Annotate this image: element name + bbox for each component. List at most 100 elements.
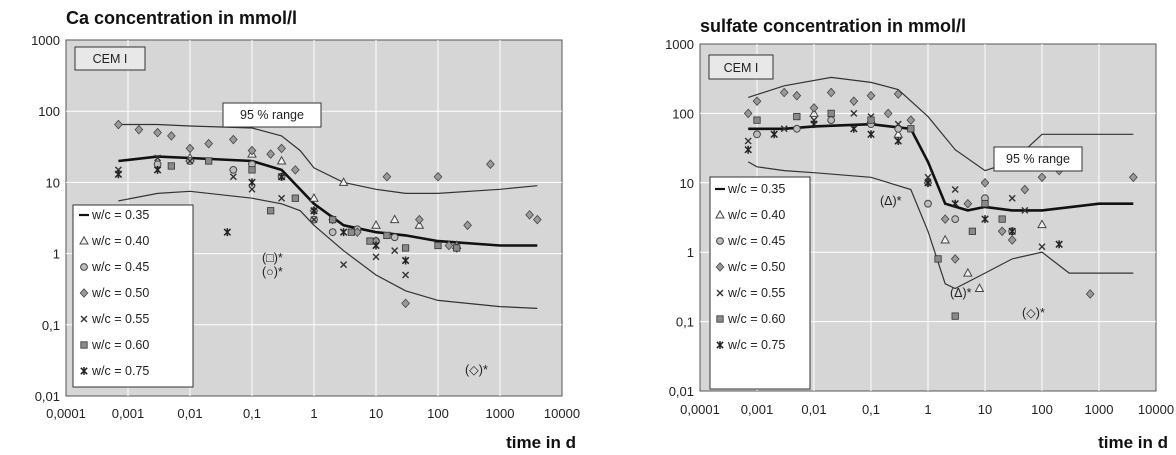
data-point bbox=[310, 206, 318, 215]
data-point bbox=[894, 124, 903, 133]
data-point bbox=[744, 137, 752, 145]
range-band bbox=[118, 123, 538, 309]
data-point bbox=[752, 96, 762, 106]
data-point bbox=[770, 130, 778, 139]
data-point bbox=[229, 165, 238, 174]
y-tick-labels: 0,01 0,1 1 10 100 1000 bbox=[665, 37, 694, 399]
data-point bbox=[894, 137, 902, 146]
y-tick-label: 100 bbox=[38, 104, 60, 119]
annotation-triangle-2: (Δ)* bbox=[950, 286, 972, 300]
x-tick-label: 1 bbox=[924, 402, 931, 417]
data-point bbox=[248, 166, 256, 174]
data-point bbox=[850, 124, 858, 133]
x-tick-label: 0,1 bbox=[243, 406, 261, 421]
annotation-circle: (○)* bbox=[262, 265, 283, 279]
legend-marker bbox=[715, 209, 725, 219]
x-tick-label: 0,01 bbox=[177, 406, 202, 421]
y-tick-labels: 0,01 0,1 1 10 100 1000 bbox=[31, 33, 60, 404]
data-point bbox=[980, 178, 990, 188]
y-tick-label: 0,01 bbox=[35, 389, 60, 404]
x-tick-label: 100 bbox=[1031, 402, 1053, 417]
data-point bbox=[154, 154, 162, 162]
chart-title: Ca concentration in mmol/l bbox=[66, 8, 297, 28]
series-layer bbox=[114, 119, 542, 309]
data-point bbox=[223, 228, 232, 237]
y-tick-label: 0,01 bbox=[669, 384, 694, 399]
legend-label: w/c = 0.50 bbox=[727, 260, 785, 274]
data-point bbox=[401, 256, 410, 265]
data-point bbox=[277, 143, 286, 154]
data-point bbox=[338, 177, 349, 186]
x-tick-label: 10000 bbox=[544, 406, 580, 421]
x-tick-label: 10 bbox=[978, 402, 992, 417]
data-point bbox=[372, 253, 380, 261]
data-point bbox=[167, 162, 175, 170]
data-point bbox=[166, 131, 176, 141]
data-point bbox=[1020, 184, 1030, 195]
data-point bbox=[266, 149, 276, 159]
y-tick-label: 1 bbox=[53, 247, 60, 262]
legend-marker bbox=[80, 263, 88, 271]
annotation-diamond: (◇)* bbox=[465, 363, 488, 377]
legend-label: w/c = 0.55 bbox=[727, 286, 785, 300]
data-point bbox=[414, 220, 425, 229]
data-point bbox=[463, 220, 472, 231]
x-tick-label: 1000 bbox=[486, 406, 515, 421]
data-point bbox=[453, 244, 461, 252]
y-tick-label: 100 bbox=[672, 106, 694, 121]
cem-tag: CEM I bbox=[74, 46, 146, 71]
data-point bbox=[339, 228, 348, 237]
x-tick-label: 1 bbox=[310, 406, 317, 421]
data-point bbox=[347, 228, 355, 236]
legend-marker bbox=[80, 341, 88, 349]
data-point bbox=[998, 215, 1006, 223]
chart-ca: Ca concentration in mmol/l 0,0001 0,001 0,… bbox=[31, 8, 580, 452]
x-tick-label: 0,1 bbox=[862, 402, 880, 417]
data-point bbox=[780, 125, 788, 133]
data-point bbox=[940, 234, 951, 244]
data-point bbox=[827, 116, 836, 125]
data-point bbox=[1021, 206, 1029, 214]
legend-label: w/c = 0.50 bbox=[91, 286, 149, 300]
data-point bbox=[951, 312, 959, 320]
data-point bbox=[401, 244, 410, 252]
data-point bbox=[962, 267, 973, 277]
legend-label: w/c = 0.60 bbox=[91, 338, 149, 352]
data-point bbox=[205, 157, 213, 165]
data-point bbox=[827, 109, 835, 117]
data-point bbox=[414, 214, 424, 225]
data-point bbox=[248, 178, 256, 187]
data-point bbox=[883, 108, 893, 119]
x-tick-label: 10 bbox=[369, 406, 383, 421]
data-point bbox=[981, 215, 989, 224]
data-point bbox=[940, 214, 950, 224]
data-point bbox=[981, 200, 989, 208]
data-point bbox=[826, 87, 836, 98]
data-point bbox=[924, 178, 932, 187]
legend-marker bbox=[80, 315, 88, 323]
data-point bbox=[1037, 219, 1047, 229]
data-point bbox=[950, 254, 960, 264]
data-point bbox=[1038, 243, 1046, 251]
legend-marker bbox=[716, 341, 724, 349]
x-tick-label: 100 bbox=[427, 406, 449, 421]
data-point bbox=[310, 216, 318, 224]
legend-marker bbox=[79, 235, 89, 245]
data-point bbox=[204, 138, 214, 149]
data-point bbox=[434, 241, 442, 250]
data-point bbox=[968, 227, 976, 235]
data-point bbox=[402, 271, 410, 279]
legend-label: w/c = 0.40 bbox=[91, 234, 149, 248]
legend-label: w/c = 0.45 bbox=[727, 234, 785, 248]
legend-marker bbox=[716, 315, 724, 323]
data-point bbox=[1085, 289, 1095, 299]
data-point bbox=[849, 96, 859, 106]
data-point bbox=[153, 127, 162, 138]
range-label-box: 95 % range bbox=[222, 102, 322, 128]
data-point bbox=[792, 90, 802, 101]
data-point bbox=[792, 124, 801, 133]
data-point bbox=[743, 108, 753, 119]
range-band-lower bbox=[118, 190, 538, 309]
legend-label: w/c = 0.35 bbox=[91, 208, 149, 222]
data-point bbox=[185, 143, 195, 154]
